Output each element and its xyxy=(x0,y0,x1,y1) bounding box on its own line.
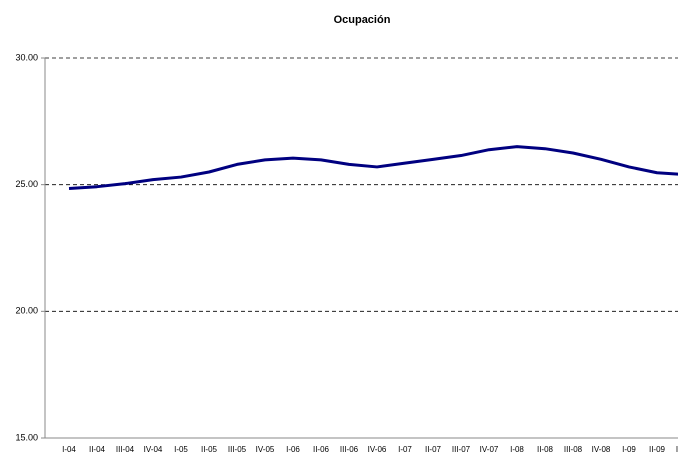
y-tick-label: 15.00 xyxy=(15,432,38,442)
x-tick-label: I-04 xyxy=(62,445,76,454)
x-tick-label: IV-05 xyxy=(256,445,275,454)
x-tick-label: II-04 xyxy=(89,445,106,454)
line xyxy=(68,145,678,190)
y-tick-label: 25.00 xyxy=(15,179,38,189)
x-tick-label: III-08 xyxy=(564,445,583,454)
x-tick-label: II-05 xyxy=(201,445,218,454)
x-tick-label: IV-04 xyxy=(144,445,163,454)
x-tick-label: II-07 xyxy=(425,445,442,454)
x-tick-label: III-09 xyxy=(676,445,678,454)
y-tick-label: 30.00 xyxy=(15,52,38,62)
x-tick-label: IV-06 xyxy=(368,445,387,454)
x-tick-label: III-05 xyxy=(228,445,247,454)
y-tick-label: 20.00 xyxy=(15,306,38,316)
x-tick-label: IV-07 xyxy=(480,445,499,454)
x-tick-label: I-08 xyxy=(510,445,524,454)
chart-title: Ocupación xyxy=(334,14,391,26)
x-tick-label: III-06 xyxy=(340,445,359,454)
x-tick-label: I-06 xyxy=(286,445,300,454)
x-tick-label: III-07 xyxy=(452,445,471,454)
x-tick-label: III-04 xyxy=(116,445,135,454)
x-tick-label: II-09 xyxy=(649,445,666,454)
x-tick-label: II-08 xyxy=(537,445,554,454)
x-tick-label: IV-08 xyxy=(592,445,611,454)
x-tick-label: I-07 xyxy=(398,445,412,454)
x-tick-label: I-05 xyxy=(174,445,188,454)
x-tick-label: II-06 xyxy=(313,445,330,454)
x-tick-label: I-09 xyxy=(622,445,636,454)
